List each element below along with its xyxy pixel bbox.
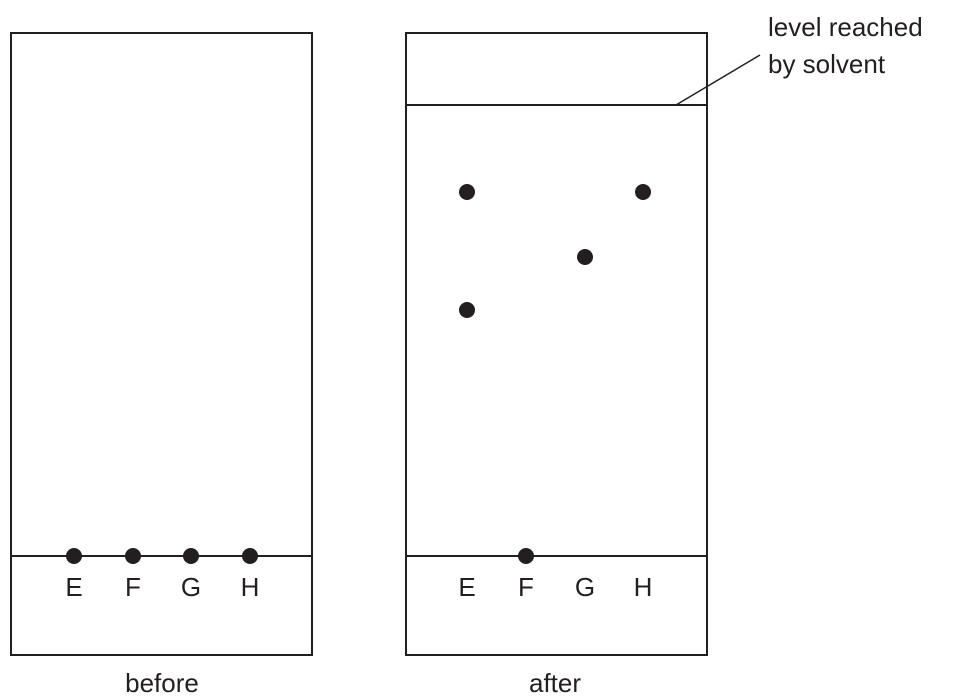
after-spot-e-lower: [459, 302, 475, 318]
after-spot-h: [635, 184, 651, 200]
after-lane-label-f: F: [518, 572, 534, 602]
before-lane-label-g: G: [181, 572, 201, 602]
before-spot-e: [66, 548, 82, 564]
callout-label-line1: level reached: [768, 12, 923, 42]
before-paper-outline: [10, 32, 313, 656]
callout-label-line2: by solvent: [768, 49, 886, 79]
after-lane-label-h: H: [634, 572, 653, 602]
before-lane-label-e: E: [65, 572, 82, 602]
after-lane-label-g: G: [575, 572, 595, 602]
after-paper: E F G H after: [405, 32, 708, 697]
before-lane-label-f: F: [125, 572, 141, 602]
before-caption: before: [125, 668, 199, 697]
after-lane-label-e: E: [458, 572, 475, 602]
callout-leader-line: [675, 54, 761, 106]
before-spot-f: [125, 548, 141, 564]
before-lane-label-h: H: [241, 572, 260, 602]
before-paper: E F G H before: [10, 32, 313, 697]
after-spot-g: [577, 249, 593, 265]
after-spot-e-upper: [459, 184, 475, 200]
after-paper-outline: [405, 32, 708, 656]
after-spot-f: [518, 548, 534, 564]
after-caption: after: [529, 668, 581, 697]
before-spot-h: [242, 548, 258, 564]
before-spot-g: [183, 548, 199, 564]
solvent-front-callout: level reached by solvent: [675, 12, 923, 106]
